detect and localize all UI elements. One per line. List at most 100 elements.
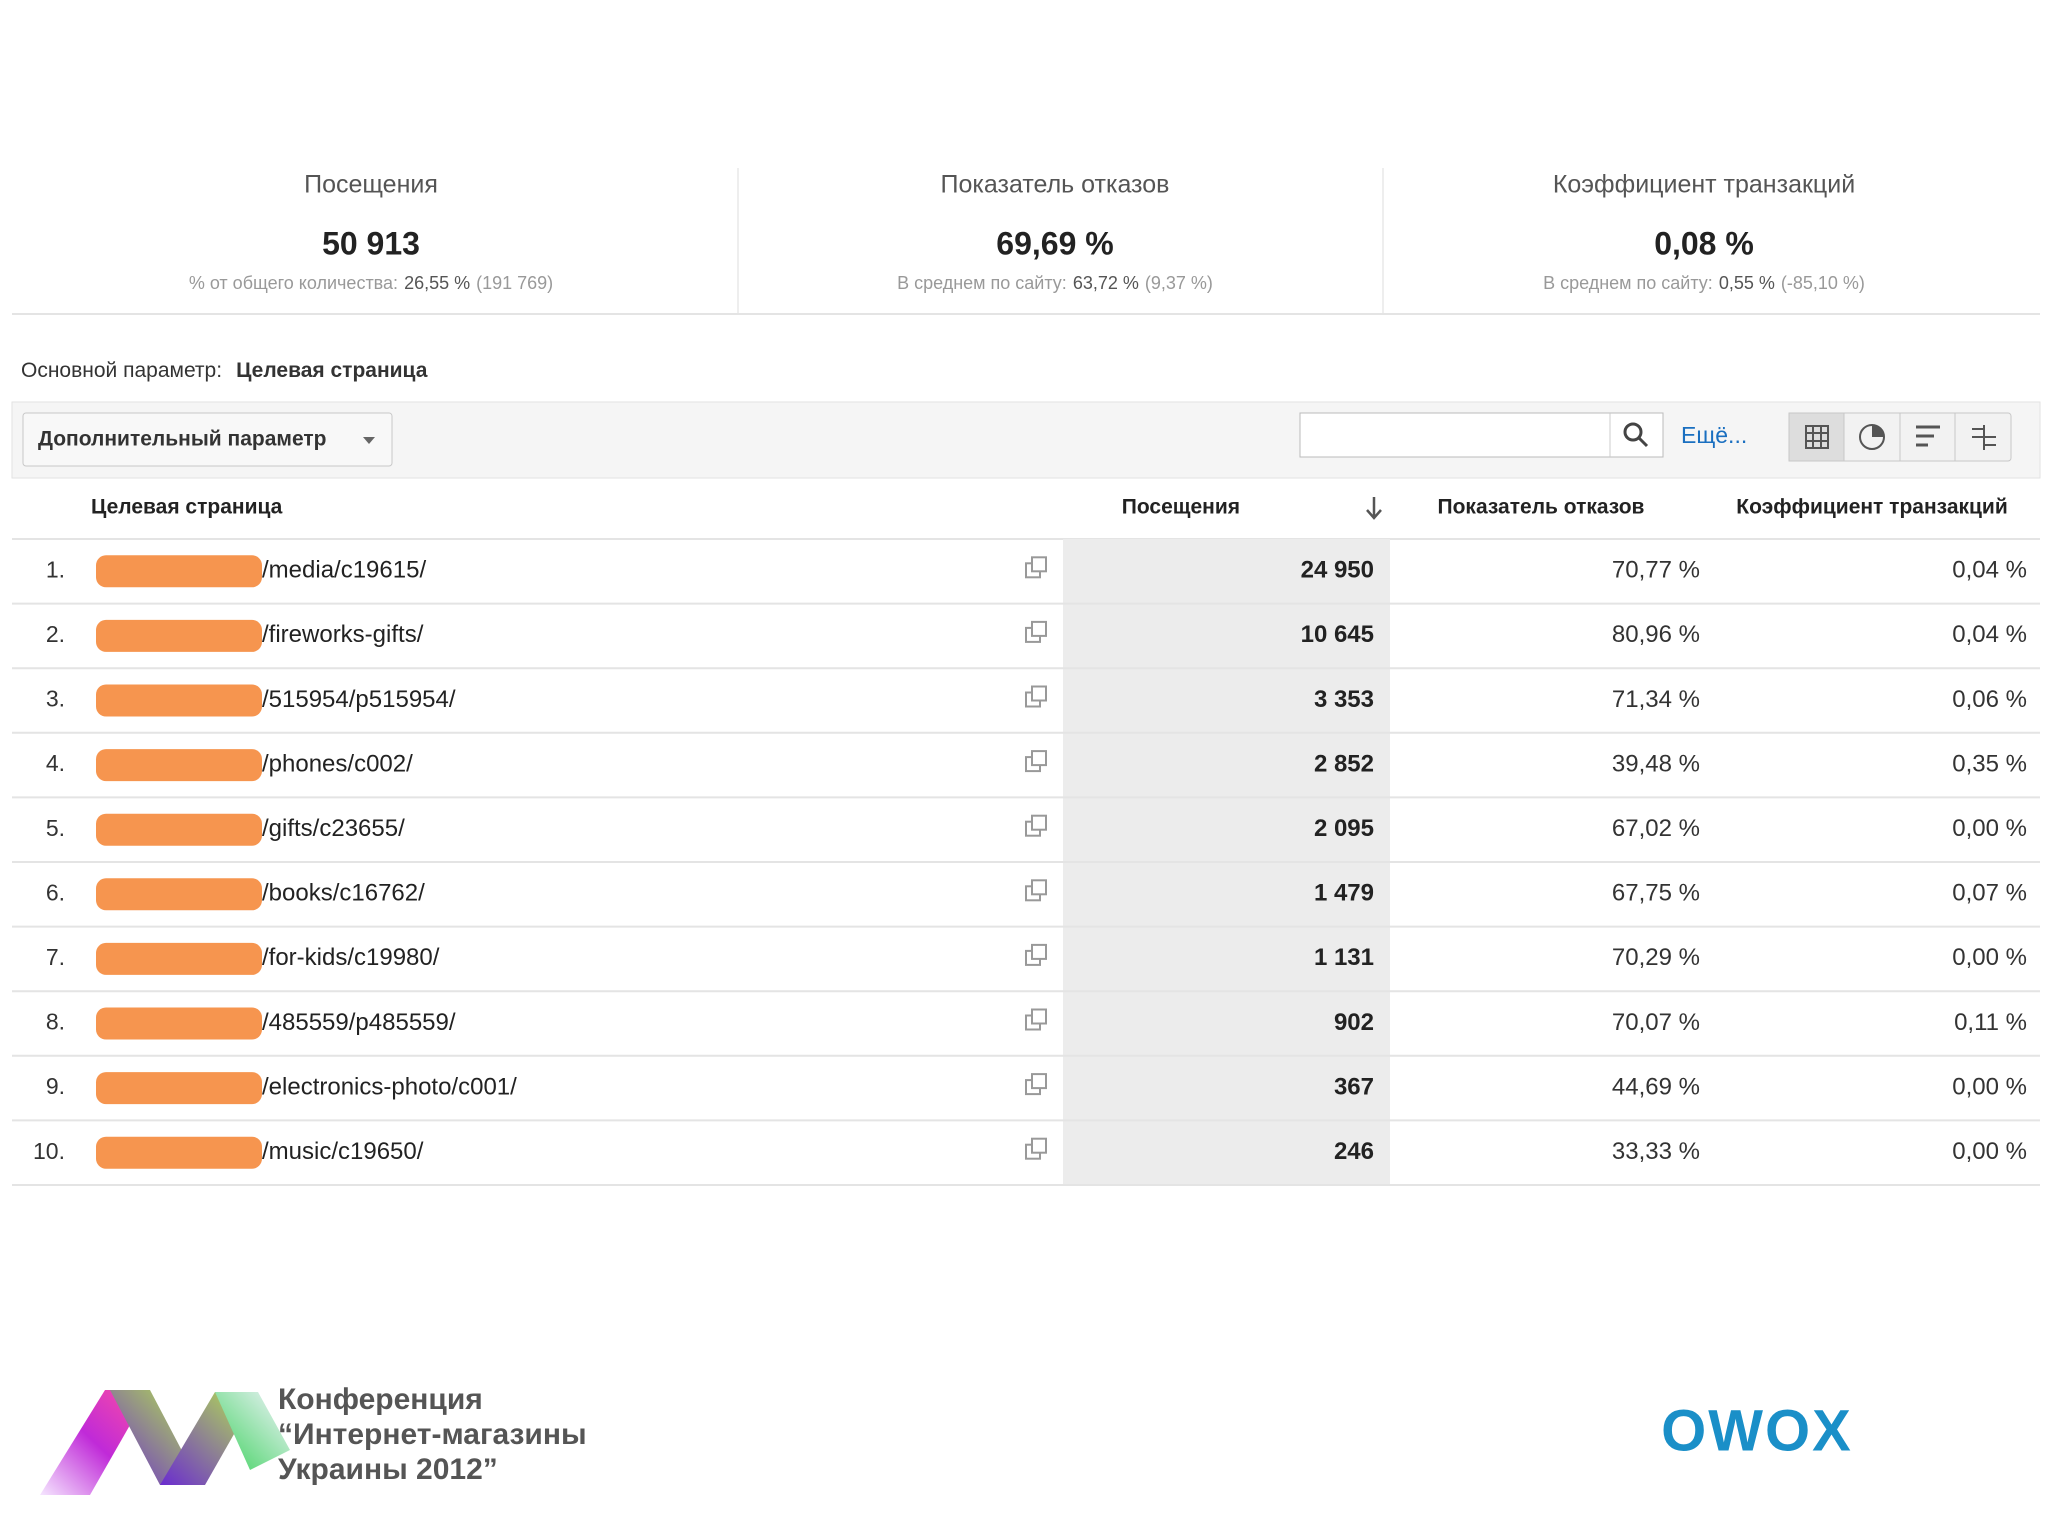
redacted-domain — [96, 813, 262, 846]
open-link-icon[interactable] — [1025, 1008, 1047, 1031]
open-link-icon[interactable] — [1025, 1137, 1047, 1160]
conference-title: Украины 2012” — [278, 1453, 498, 1486]
visits: 367 — [1334, 1073, 1374, 1100]
conference-logo — [40, 1390, 290, 1495]
transaction-rate: 0,00 % — [1952, 944, 2027, 971]
metric-value: 69,69 % — [996, 225, 1113, 261]
text-part: 26,55 % — [404, 273, 470, 293]
column-header[interactable]: Целевая страница — [91, 496, 283, 519]
metric-sub: В среднем по сайту: 0,55 % (-85,10 %) — [1543, 273, 1865, 293]
landing-page[interactable]: /music/c19650/ — [262, 1138, 424, 1165]
open-link-icon[interactable] — [1025, 556, 1047, 579]
metric-sub: В среднем по сайту: 63,72 % (9,37 %) — [897, 273, 1213, 293]
visits: 2 095 — [1314, 815, 1374, 842]
transaction-rate: 0,00 % — [1952, 1073, 2027, 1100]
text-part: Основной параметр: — [21, 359, 222, 382]
metric-label: Посещения — [304, 171, 438, 199]
primary-dimension: Основной параметр: Целевая страница — [21, 359, 428, 382]
row-number: 9. — [46, 1073, 65, 1099]
bounce-rate: 70,29 % — [1612, 944, 1700, 971]
transaction-rate: 0,07 % — [1952, 880, 2027, 907]
landing-page[interactable]: /electronics-photo/c001/ — [262, 1073, 517, 1100]
redacted-domain — [96, 1072, 262, 1105]
visits: 3 353 — [1314, 686, 1374, 713]
row-number: 1. — [46, 556, 65, 582]
open-link-icon[interactable] — [1025, 1073, 1047, 1096]
transaction-rate: 0,04 % — [1952, 557, 2027, 584]
dropdown-arrow — [363, 437, 375, 444]
sort-arrow[interactable] — [1366, 497, 1382, 520]
text-part: (-85,10 %) — [1781, 273, 1865, 293]
bounce-rate: 44,69 % — [1612, 1073, 1700, 1100]
icon-part — [1031, 620, 1047, 637]
bounce-rate: 70,07 % — [1612, 1009, 1700, 1036]
icon-part — [1031, 814, 1047, 831]
column-header[interactable]: Посещения — [1122, 496, 1240, 519]
landing-page[interactable]: /485559/p485559/ — [262, 1009, 456, 1036]
landing-page[interactable]: /515954/p515954/ — [262, 686, 456, 713]
bounce-rate: 70,77 % — [1612, 557, 1700, 584]
text-part: В среднем по сайту: — [1543, 273, 1713, 293]
more-link[interactable]: Ещё... — [1681, 422, 1747, 448]
search-icon[interactable] — [1623, 422, 1649, 448]
icon-part — [1031, 556, 1047, 573]
transaction-rate: 0,35 % — [1952, 750, 2027, 777]
icon-part — [1031, 685, 1047, 702]
text-part: 0,55 % — [1719, 273, 1775, 293]
open-link-icon[interactable] — [1025, 620, 1047, 643]
landing-page[interactable]: /for-kids/c19980/ — [262, 944, 440, 971]
landing-page[interactable]: /media/c19615/ — [262, 557, 426, 584]
icon-part — [1031, 1008, 1047, 1025]
conference-title: “Интернет-магазины — [278, 1418, 587, 1451]
bounce-rate: 67,02 % — [1612, 815, 1700, 842]
redacted-domain — [96, 878, 262, 911]
landing-page[interactable]: /phones/c002/ — [262, 750, 413, 777]
row-number: 8. — [46, 1009, 65, 1035]
bounce-rate: 71,34 % — [1612, 686, 1700, 713]
redacted-domain — [96, 1007, 262, 1040]
visits: 246 — [1334, 1138, 1374, 1165]
landing-page[interactable]: /gifts/c23655/ — [262, 815, 405, 842]
open-link-icon[interactable] — [1025, 879, 1047, 902]
row-number: 2. — [46, 621, 65, 647]
transaction-rate: 0,06 % — [1952, 686, 2027, 713]
text-part: 63,72 % — [1073, 273, 1139, 293]
open-link-icon[interactable] — [1025, 685, 1047, 708]
search-box[interactable] — [1299, 412, 1664, 458]
owox-logo: OWOX — [1661, 1398, 1853, 1463]
bounce-rate: 39,48 % — [1612, 750, 1700, 777]
metric-label: Показатель отказов — [941, 171, 1170, 199]
metric-label: Коэффициент транзакций — [1553, 171, 1855, 199]
text-part: (9,37 %) — [1145, 273, 1213, 293]
row-number: 3. — [46, 686, 65, 712]
open-link-icon[interactable] — [1025, 750, 1047, 773]
transaction-rate: 0,00 % — [1952, 815, 2027, 842]
transaction-rate: 0,04 % — [1952, 621, 2027, 648]
metric-sub: % от общего количества: 26,55 % (191 769) — [189, 273, 553, 293]
column-header[interactable]: Коэффициент транзакций — [1736, 496, 2007, 519]
icon-part — [1031, 750, 1047, 767]
open-link-icon[interactable] — [1025, 943, 1047, 966]
view-switcher[interactable] — [1788, 412, 2012, 462]
text-part: В среднем по сайту: — [897, 273, 1067, 293]
icon-part — [1031, 1137, 1047, 1154]
icon-part — [1031, 1073, 1047, 1090]
landing-page[interactable]: /fireworks-gifts/ — [262, 621, 424, 648]
visits: 24 950 — [1301, 557, 1374, 584]
conference-title: Конференция — [278, 1383, 483, 1416]
text-part: % от общего количества: — [189, 273, 398, 293]
column-header[interactable]: Показатель отказов — [1438, 496, 1645, 519]
row-number: 4. — [46, 750, 65, 776]
open-link-icon[interactable] — [1025, 814, 1047, 837]
transaction-rate: 0,00 % — [1952, 1138, 2027, 1165]
metric-value: 0,08 % — [1654, 225, 1754, 261]
landing-page[interactable]: /books/c16762/ — [262, 880, 425, 907]
secondary-button[interactable] — [22, 412, 393, 467]
row-number: 10. — [33, 1138, 65, 1164]
redacted-domain — [96, 619, 262, 652]
transaction-rate: 0,11 % — [1954, 1009, 2027, 1036]
text-part: Целевая страница — [236, 359, 428, 382]
row-number: 6. — [46, 879, 65, 905]
